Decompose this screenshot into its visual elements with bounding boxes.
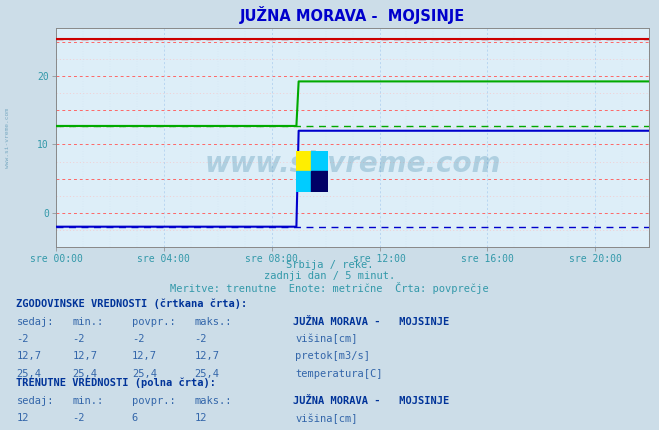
Text: JUŽNA MORAVA -   MOJSINJE: JUŽNA MORAVA - MOJSINJE (293, 396, 449, 406)
Bar (310, 151, 328, 171)
Text: temperatura[C]: temperatura[C] (295, 369, 383, 378)
Text: 6: 6 (132, 413, 138, 423)
Text: -2: -2 (72, 334, 85, 344)
Text: www.si-vreme.com: www.si-vreme.com (204, 150, 501, 178)
Text: sedaj:: sedaj: (16, 317, 54, 327)
Text: Srbija / reke.: Srbija / reke. (286, 260, 373, 270)
Bar (297, 171, 310, 192)
Text: maks.:: maks.: (194, 396, 232, 406)
Text: 12,7: 12,7 (132, 351, 157, 361)
Text: -2: -2 (194, 334, 207, 344)
Bar (297, 151, 310, 171)
Text: Meritve: trenutne  Enote: metrične  Črta: povprečje: Meritve: trenutne Enote: metrične Črta: … (170, 282, 489, 294)
Text: 25,4: 25,4 (72, 369, 98, 378)
Text: 25,4: 25,4 (16, 369, 42, 378)
Bar (310, 171, 328, 192)
Text: 25,4: 25,4 (132, 369, 157, 378)
Text: min.:: min.: (72, 396, 103, 406)
Text: 12: 12 (194, 413, 207, 423)
Text: maks.:: maks.: (194, 317, 232, 327)
Text: višina[cm]: višina[cm] (295, 334, 358, 344)
Text: 12,7: 12,7 (194, 351, 219, 361)
Text: višina[cm]: višina[cm] (295, 413, 358, 424)
Text: -2: -2 (132, 334, 144, 344)
Text: 12,7: 12,7 (72, 351, 98, 361)
Text: www.si-vreme.com: www.si-vreme.com (5, 108, 11, 168)
Text: 25,4: 25,4 (194, 369, 219, 378)
Text: JUŽNA MORAVA -   MOJSINJE: JUŽNA MORAVA - MOJSINJE (293, 317, 449, 327)
Text: povpr.:: povpr.: (132, 396, 175, 406)
Text: min.:: min.: (72, 317, 103, 327)
Text: zadnji dan / 5 minut.: zadnji dan / 5 minut. (264, 271, 395, 281)
Text: TRENUTNE VREDNOSTI (polna črta):: TRENUTNE VREDNOSTI (polna črta): (16, 378, 216, 388)
Text: povpr.:: povpr.: (132, 317, 175, 327)
Text: ZGODOVINSKE VREDNOSTI (črtkana črta):: ZGODOVINSKE VREDNOSTI (črtkana črta): (16, 299, 248, 309)
Text: 12,7: 12,7 (16, 351, 42, 361)
Text: 12: 12 (16, 413, 29, 423)
Text: -2: -2 (72, 413, 85, 423)
Title: JUŽNA MORAVA -  MOJSINJE: JUŽNA MORAVA - MOJSINJE (240, 6, 465, 24)
Text: pretok[m3/s]: pretok[m3/s] (295, 351, 370, 361)
Text: sedaj:: sedaj: (16, 396, 54, 406)
Text: -2: -2 (16, 334, 29, 344)
